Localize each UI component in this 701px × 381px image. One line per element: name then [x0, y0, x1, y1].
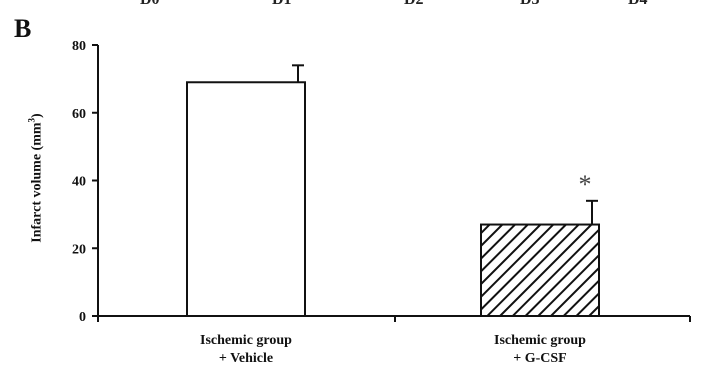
y-tick-label: 60 — [72, 107, 86, 122]
bar — [480, 223, 600, 318]
top-cropped-axis-labels: D0 D1 D2 D3 D4 — [0, 0, 701, 10]
x-category-label-line: + G-CSF — [513, 351, 567, 366]
top-tick-label: D1 — [272, 0, 292, 9]
x-category-label: Ischemic group + G-CSF — [440, 332, 640, 368]
y-tick-label: 40 — [72, 175, 86, 190]
y-tick-label: 20 — [72, 242, 86, 257]
panel-label: B — [14, 14, 32, 43]
significance-asterisk: * — [579, 170, 592, 199]
top-tick-label: D3 — [520, 0, 540, 9]
top-tick-label: D2 — [404, 0, 424, 9]
x-category-label: Ischemic group + Vehicle — [146, 332, 346, 368]
x-category-label-line: + Vehicle — [218, 351, 274, 366]
top-tick-label: D4 — [628, 0, 648, 9]
bar — [186, 81, 306, 317]
y-tick-label: 80 — [72, 39, 86, 54]
top-tick-label: D0 — [140, 0, 160, 9]
x-category-label-line: Ischemic group — [494, 333, 586, 348]
chart-bars: * — [186, 64, 600, 318]
y-tick-label: 0 — [79, 310, 86, 325]
x-category-label-line: Ischemic group — [200, 333, 292, 348]
